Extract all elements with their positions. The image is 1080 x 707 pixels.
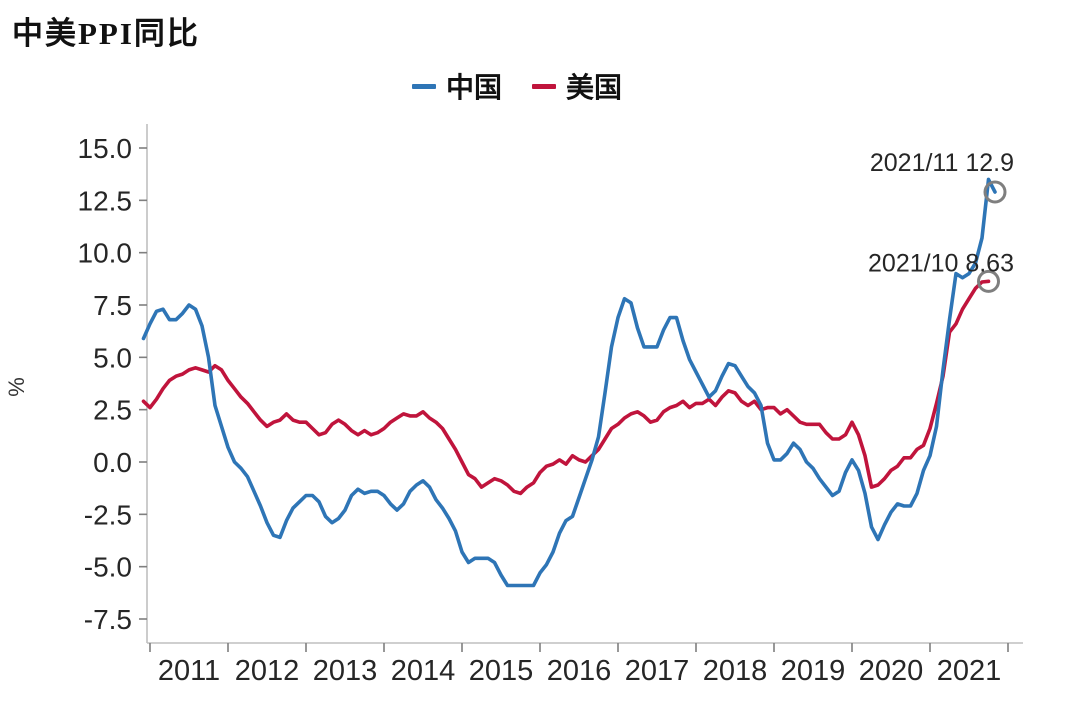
usa-ppi-line: [141, 279, 991, 496]
endpoint-marker-icon: [977, 269, 1000, 293]
legend-label-usa: 美国: [566, 73, 623, 104]
y-tick-label: 10.0: [78, 238, 133, 269]
y-tick-label: -2.5: [84, 499, 132, 530]
y-tick-label: -7.5: [84, 604, 132, 635]
x-tick-label: 2011: [158, 655, 220, 687]
china-line-swatch-icon: [412, 83, 436, 89]
x-tick-label: 2017: [625, 655, 690, 687]
x-tick-label: 2016: [547, 655, 612, 687]
china-ppi-line: [141, 177, 997, 588]
annotation-label: 2021/10 8.63: [868, 249, 1014, 277]
annotation-label: 2021/11 12.9: [870, 149, 1014, 177]
x-tick-label: 2021: [937, 655, 1002, 687]
legend-item-china: 中国: [412, 66, 502, 106]
chart-title: 中美PPI同比: [12, 16, 200, 51]
y-tick-label: 15.0: [78, 133, 133, 164]
y-tick-label: 0.0: [93, 447, 132, 478]
x-tick-label: 2012: [235, 655, 300, 687]
y-axis-unit-label: %: [4, 377, 29, 397]
x-tick-label: 2019: [781, 655, 846, 687]
y-tick-label: -5.0: [84, 552, 132, 583]
y-tick-label: 5.0: [93, 342, 132, 373]
x-tick-label: 2014: [391, 655, 456, 687]
endpoint-marker-icon: [983, 180, 1007, 204]
y-tick-label: 7.5: [93, 290, 132, 321]
y-tick-label: 12.5: [78, 185, 133, 216]
x-tick-label: 2013: [313, 655, 378, 687]
chart-legend: 中国 美国: [412, 66, 622, 106]
y-tick-label: 2.5: [93, 395, 132, 426]
usa-line-swatch-icon: [532, 83, 557, 89]
x-tick-label: 2018: [703, 655, 768, 687]
legend-label-china: 中国: [446, 73, 503, 104]
x-tick-label: 2015: [469, 655, 534, 687]
x-tick-label: 2020: [859, 655, 924, 687]
legend-item-usa: 美国: [532, 66, 622, 106]
